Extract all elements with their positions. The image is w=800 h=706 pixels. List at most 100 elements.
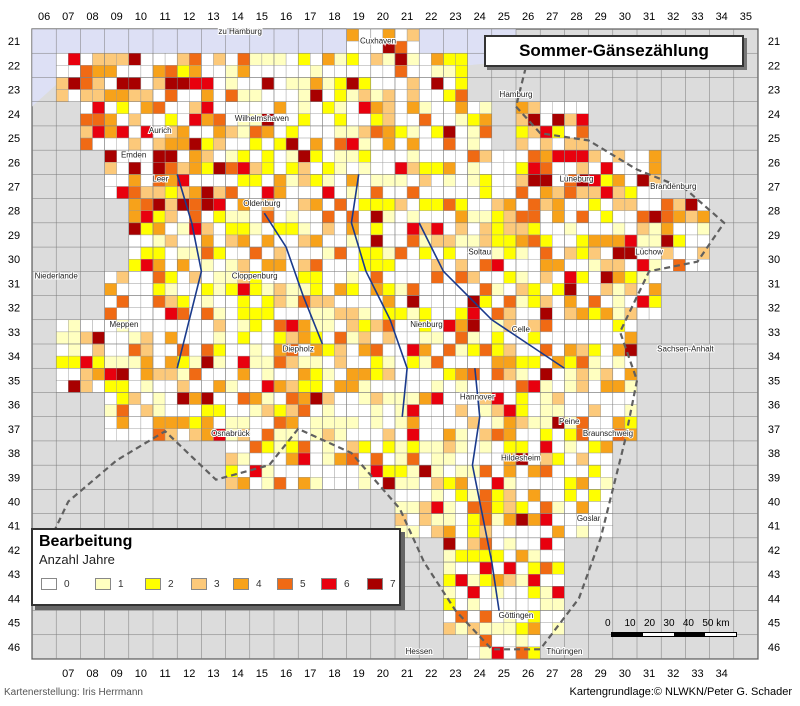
grid-subcell: [176, 368, 190, 381]
grid-subcell: [479, 125, 493, 139]
grid-subcell: [552, 101, 565, 115]
grid-subcell: [515, 598, 529, 611]
column-label-bottom: 13: [207, 668, 219, 680]
column-label-bottom: 22: [425, 668, 437, 680]
grid-subcell: [322, 477, 335, 490]
grid-subcell: [479, 210, 493, 224]
grid-subcell: [298, 392, 311, 405]
grid-subcell: [225, 368, 238, 381]
grid-subcell: [298, 234, 311, 248]
grid-subcell: [624, 319, 638, 333]
grid-subcell: [515, 380, 529, 393]
grid-subcell: [140, 392, 154, 405]
grid-subcell: [515, 113, 529, 127]
grid-subcell: [540, 295, 553, 308]
grid-subcell: [164, 89, 178, 102]
grid-subcell: [104, 343, 117, 357]
grid-subcell: [600, 464, 614, 478]
grid-subcell: [213, 222, 226, 236]
grid-subcell: [479, 198, 493, 211]
grid-subcell: [140, 331, 154, 345]
grid-subcell: [515, 404, 529, 417]
grid-subcell: [443, 513, 456, 526]
grid-subcell: [164, 162, 178, 175]
grid-subcell: [152, 246, 166, 260]
grid-subcell: [152, 416, 166, 430]
grid-subcell: [237, 186, 250, 199]
grid-subcell: [588, 222, 601, 236]
grid-subcell: [237, 258, 250, 272]
column-label-top: 30: [619, 11, 631, 23]
grid-subcell: [322, 246, 335, 260]
grid-subcell: [431, 65, 444, 78]
grid-subcell: [140, 319, 154, 333]
grid-subcell: [225, 295, 238, 308]
grid-subcell: [140, 198, 154, 211]
grid-subcell: [419, 89, 432, 102]
grid-subcell: [261, 477, 275, 490]
grid-subcell: [80, 113, 93, 127]
grid-subcell: [564, 501, 577, 514]
grid-subcell: [164, 404, 178, 417]
column-label-top: 22: [425, 11, 437, 23]
grid-subcell: [527, 489, 541, 502]
place-label: Lüneburg: [560, 175, 594, 184]
grid-subcell: [527, 137, 541, 151]
grid-subcell: [491, 404, 505, 417]
grid-subcell: [370, 186, 384, 199]
grid-subcell: [540, 162, 553, 175]
grid-subcell: [140, 368, 154, 381]
grid-subcell: [237, 149, 250, 163]
grid-subcell: [249, 89, 263, 102]
grid-subcell: [249, 331, 263, 345]
grid-subcell: [406, 525, 420, 539]
grid-subcell: [443, 149, 456, 163]
grid-subcell: [406, 65, 420, 78]
grid-subcell: [140, 101, 154, 115]
grid-subcell: [298, 440, 311, 454]
grid-subcell: [152, 89, 166, 102]
row-label-right: 30: [768, 254, 780, 266]
legend-swatch: [191, 578, 207, 590]
grid-subcell: [527, 283, 541, 296]
grid-subcell: [443, 573, 456, 587]
grid-subcell: [515, 477, 529, 490]
grid-subcell: [527, 234, 541, 248]
column-label-bottom: 10: [135, 668, 147, 680]
grid-subcell: [310, 137, 323, 151]
grid-subcell: [540, 537, 553, 551]
grid-subcell: [406, 198, 420, 211]
grid-subcell: [419, 489, 432, 502]
grid-subcell: [394, 307, 408, 320]
column-label-bottom: 34: [716, 668, 728, 680]
grid-subcell: [552, 428, 565, 442]
grid-subcell: [140, 307, 154, 320]
grid-subcell: [346, 319, 359, 333]
grid-subcell: [237, 234, 250, 248]
grid-subcell: [213, 89, 226, 102]
grid-subcell: [261, 258, 275, 272]
grid-subcell: [298, 222, 311, 236]
grid-subcell: [515, 513, 529, 526]
grid-subcell: [564, 319, 577, 333]
grid-subcell: [431, 440, 444, 454]
column-label-bottom: 24: [474, 668, 486, 680]
column-label-bottom: 07: [62, 668, 74, 680]
grid-subcell: [382, 331, 396, 345]
grid-subcell: [346, 137, 359, 151]
grid-subcell: [600, 271, 614, 284]
grid-subcell: [80, 65, 93, 78]
grid-subcell: [491, 477, 505, 490]
grid-subcell: [189, 186, 202, 199]
grid-subcell: [189, 355, 202, 369]
grid-subcell: [406, 355, 420, 369]
grid-subcell: [322, 162, 335, 175]
legend-item-1: 1: [95, 577, 124, 591]
grid-subcell: [564, 404, 577, 417]
grid-subcell: [56, 355, 69, 369]
grid-subcell: [104, 283, 117, 296]
grid-subcell: [552, 271, 565, 284]
grid-subcell: [564, 222, 577, 236]
grid-subcell: [648, 295, 662, 308]
grid-subcell: [406, 489, 420, 502]
